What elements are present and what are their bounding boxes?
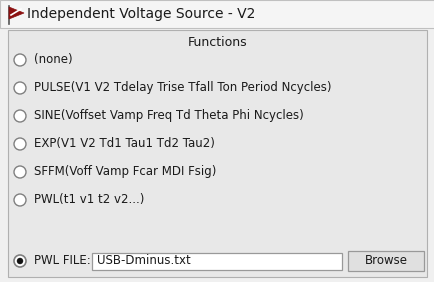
Circle shape: [14, 54, 26, 66]
Polygon shape: [9, 7, 24, 19]
Text: Functions: Functions: [187, 36, 247, 50]
Circle shape: [14, 194, 26, 206]
Text: EXP(V1 V2 Td1 Tau1 Td2 Tau2): EXP(V1 V2 Td1 Tau1 Td2 Tau2): [34, 138, 214, 151]
Circle shape: [14, 82, 26, 94]
FancyBboxPatch shape: [347, 251, 423, 271]
Circle shape: [14, 138, 26, 150]
Circle shape: [14, 255, 26, 267]
Text: Independent Voltage Source - V2: Independent Voltage Source - V2: [27, 7, 255, 21]
Circle shape: [14, 110, 26, 122]
Text: PULSE(V1 V2 Tdelay Trise Tfall Ton Period Ncycles): PULSE(V1 V2 Tdelay Trise Tfall Ton Perio…: [34, 81, 331, 94]
Text: USB-Dminus.txt: USB-Dminus.txt: [97, 254, 191, 268]
FancyBboxPatch shape: [92, 252, 341, 270]
Text: PWL FILE:: PWL FILE:: [34, 254, 91, 268]
FancyBboxPatch shape: [0, 0, 434, 28]
Text: PWL(t1 v1 t2 v2...): PWL(t1 v1 t2 v2...): [34, 193, 144, 206]
Text: (none): (none): [34, 54, 72, 67]
FancyBboxPatch shape: [8, 30, 426, 277]
Text: Browse: Browse: [364, 254, 407, 268]
Circle shape: [17, 258, 23, 264]
Text: SFFM(Voff Vamp Fcar MDI Fsig): SFFM(Voff Vamp Fcar MDI Fsig): [34, 166, 216, 179]
Text: SINE(Voffset Vamp Freq Td Theta Phi Ncycles): SINE(Voffset Vamp Freq Td Theta Phi Ncyc…: [34, 109, 303, 122]
Circle shape: [14, 166, 26, 178]
